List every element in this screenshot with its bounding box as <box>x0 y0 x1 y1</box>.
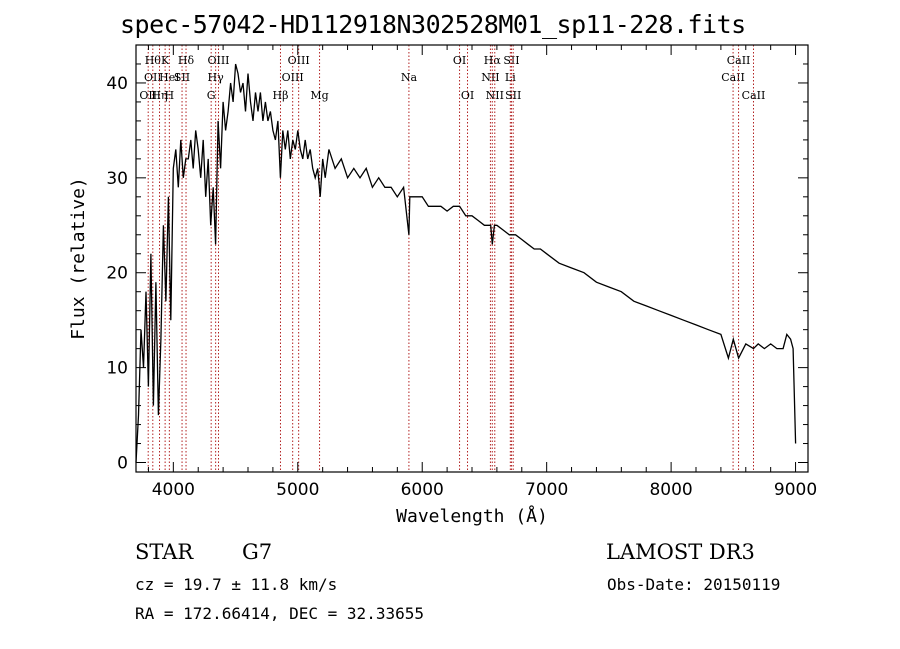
x-tick-label: 5000 <box>276 480 319 500</box>
spectral-line-label: SII <box>503 54 519 67</box>
spectral-line-label: OII <box>144 71 162 84</box>
spectral-line-label: NII <box>486 89 504 102</box>
spectral-line-label: Hβ <box>273 89 289 102</box>
y-tick-label: 30 <box>106 169 128 189</box>
spectral-line-label: SII <box>174 71 190 84</box>
chart-title: spec-57042-HD112918N302528M01_sp11-228.f… <box>120 10 746 39</box>
spectral-line-label: Hγ <box>208 71 225 84</box>
subclass-label: G7 <box>242 540 273 564</box>
spectral-line-label: CaII <box>727 54 751 67</box>
y-tick-label: 10 <box>106 359 128 379</box>
spectral-line-label: SII <box>505 89 521 102</box>
spectral-line-label: Li <box>505 71 516 84</box>
y-tick-label: 40 <box>106 74 128 94</box>
class-label: STAR <box>135 540 194 564</box>
spectral-line-label: OIII <box>288 54 310 67</box>
spectral-line-label: OI <box>453 54 466 67</box>
obs-date-text: Obs-Date: 20150119 <box>607 575 781 594</box>
x-tick-label: 7000 <box>525 480 568 500</box>
spectral-line-label: OIII <box>282 71 304 84</box>
spectral-line-label: K <box>161 54 170 67</box>
spectral-line-label: Hθ <box>145 54 162 67</box>
coords-text: RA = 172.66414, DEC = 32.33655 <box>135 604 424 623</box>
x-tick-label: 4000 <box>152 480 195 500</box>
y-tick-label: 20 <box>106 264 128 284</box>
spectral-line-label: G <box>207 89 216 102</box>
x-tick-label: 6000 <box>401 480 444 500</box>
spectral-line-label: CaII <box>742 89 766 102</box>
spectral-line-label: OI <box>461 89 474 102</box>
spectral-line-label: Na <box>401 71 418 84</box>
y-axis-label: Flux (relative) <box>68 177 89 340</box>
spectral-line-label: NII <box>481 71 499 84</box>
spectral-line-label: Hη <box>151 89 167 102</box>
spectral-line-label: Hα <box>484 54 502 67</box>
spectral-line-label: HeI <box>159 71 179 84</box>
x-tick-label: 9000 <box>774 480 817 500</box>
survey-label: LAMOST DR3 <box>606 540 755 564</box>
spectral-line-label: OIII <box>207 54 229 67</box>
spectral-line-label: Mg <box>310 89 328 102</box>
y-tick-label: 0 <box>117 454 128 474</box>
flux-series-line <box>135 63 797 463</box>
x-tick-label: 8000 <box>649 480 692 500</box>
x-axis-label: Wavelength (Å) <box>396 505 548 527</box>
spectral-line-label: Hδ <box>178 54 195 67</box>
cz-text: cz = 19.7 ± 11.8 km/s <box>135 575 338 594</box>
plot-frame <box>135 44 809 473</box>
spectral-line-label: H <box>165 89 175 102</box>
spectral-line-label: CaII <box>721 71 745 84</box>
